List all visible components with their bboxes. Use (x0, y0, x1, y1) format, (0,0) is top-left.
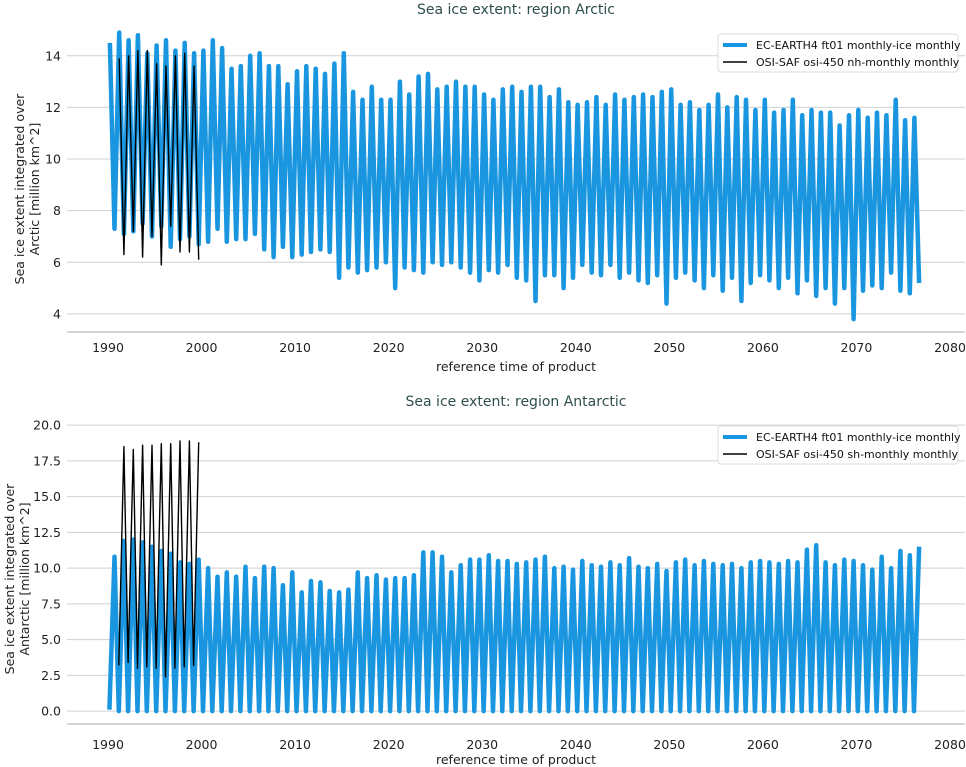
x-tick-label: 2070 (841, 340, 873, 355)
y-tick-label: 6 (53, 255, 61, 270)
y-tick-label: 0.0 (41, 704, 61, 719)
series-line-model (107, 30, 922, 322)
x-tick-label: 2020 (373, 340, 405, 355)
legend-label: EC-EARTH4 ft01 monthly-ice monthly (756, 39, 961, 52)
x-tick-label: 1990 (92, 340, 124, 355)
x-tick-label: 2050 (653, 340, 685, 355)
legend-box (717, 425, 959, 465)
series-line-model (107, 537, 922, 714)
x-tick-label: 2080 (934, 737, 966, 752)
y-axis-label: Sea ice extent integrated overAntarctic … (2, 483, 32, 674)
x-tick-label: 2020 (373, 737, 405, 752)
x-tick-label: 2030 (466, 737, 498, 752)
legend-label: EC-EARTH4 ft01 monthly-ice monthly (756, 431, 961, 444)
series-line-observation (118, 49, 200, 266)
chart-title: Sea ice extent: region Arctic (417, 2, 615, 18)
y-tick-label: 14 (45, 48, 61, 63)
chart-title: Sea ice extent: region Antarctic (406, 394, 627, 410)
x-tick-label: 2050 (653, 737, 685, 752)
legend: EC-EARTH4 ft01 monthly-ice monthly OSI-SA… (717, 425, 961, 465)
y-tick-label: 2.5 (41, 668, 61, 683)
y-axis-label: Sea ice extent integrated overArctic [mi… (12, 93, 42, 284)
y-tick-label: 15.0 (33, 489, 61, 504)
y-tick-label: 7.5 (41, 596, 61, 611)
y-tick-label: 12 (45, 100, 61, 115)
series-line-observation (118, 440, 200, 678)
legend-box (717, 33, 959, 73)
y-tick-label: 17.5 (33, 453, 61, 468)
legend-label: OSI-SAF osi-450 nh-monthly monthly (756, 56, 960, 69)
x-tick-label: 2010 (279, 340, 311, 355)
y-tick-label: 20.0 (33, 418, 61, 433)
y-tick-label: 12.5 (33, 525, 61, 540)
x-tick-label: 2080 (934, 340, 966, 355)
x-tick-label: 2000 (186, 340, 218, 355)
y-tick-label: 8 (53, 203, 61, 218)
y-tick-label: 10.0 (33, 561, 61, 576)
x-tick-label: 2070 (841, 737, 873, 752)
y-tick-label: 5.0 (41, 632, 61, 647)
y-tick-label: 10 (45, 152, 61, 167)
x-tick-label: 2010 (279, 737, 311, 752)
legend: EC-EARTH4 ft01 monthly-ice monthly OSI-SA… (717, 33, 961, 73)
x-tick-label: 2000 (186, 737, 218, 752)
chart-panel-2: Sea ice extent: region Antarctic 0.0 2.5 5.… (2, 394, 966, 767)
chart-panel-1: Sea ice extent: region Arctic 4 6 8 10 12 14 19… (12, 2, 966, 374)
x-axis-label: reference time of product (436, 752, 596, 767)
legend-label: OSI-SAF osi-450 sh-monthly monthly (756, 448, 959, 461)
x-tick-label: 1990 (92, 737, 124, 752)
x-tick-label: 2060 (747, 340, 779, 355)
y-tick-label: 4 (53, 306, 61, 321)
x-tick-label: 2040 (560, 737, 592, 752)
x-tick-label: 2030 (466, 340, 498, 355)
x-axis-label: reference time of product (436, 359, 596, 374)
x-tick-label: 2060 (747, 737, 779, 752)
x-tick-label: 2040 (560, 340, 592, 355)
